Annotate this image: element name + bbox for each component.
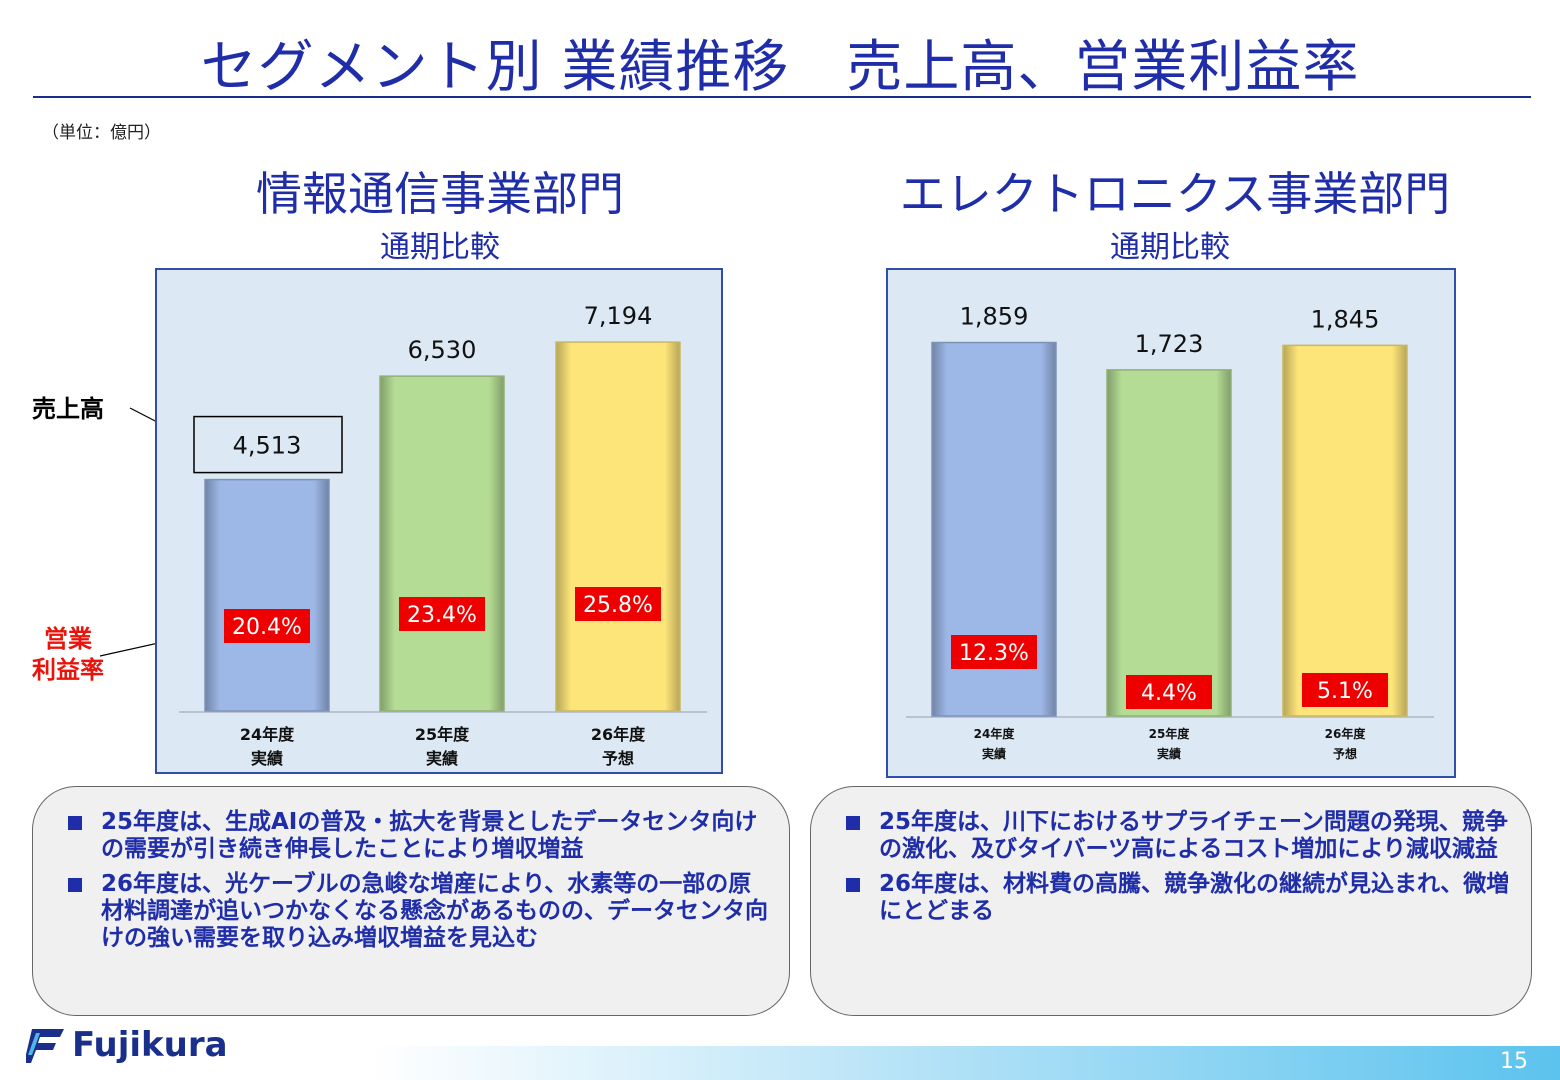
left-bar-1	[204, 478, 330, 712]
right-value-label-1: 1,859	[960, 303, 1029, 331]
right-segment-subtitle: 通期比較	[1110, 230, 1230, 265]
left-value-label-2: 6,530	[408, 336, 477, 364]
margin-annotation-line2: 利益率	[32, 656, 104, 684]
left-value-box-1	[193, 415, 343, 474]
right-category-label-2-1: 25年度	[1149, 726, 1191, 741]
right-category-label-2-2: 実績	[1157, 746, 1181, 761]
left-category-label-3-1: 26年度	[591, 725, 646, 744]
left-segment-title: 情報通信事業部門	[256, 167, 624, 221]
left-category-label-2-2: 実績	[426, 749, 458, 768]
left-note-2: 26年度は、光ケーブルの急峻な増産により、水素等の一部の原材料調達が追いつかなく…	[65, 871, 769, 952]
left-chart-panel: 4,513 20.4% 24年度実績 6,530 23.4% 25年度実績 7,194 25.…	[155, 268, 723, 774]
left-notes-box: 25年度は、生成AIの普及・拡大を背景としたデータセンタ向けの需要が引き続き伸長…	[32, 786, 790, 1016]
footer-band	[370, 1046, 1560, 1080]
right-category-label-1-2: 実績	[982, 746, 1006, 761]
right-bar-3	[1282, 344, 1408, 717]
fujikura-logo-icon	[26, 1029, 64, 1063]
right-segment-title: エレクトロニクス事業部門	[899, 167, 1451, 221]
right-category-label-3-2: 予想	[1333, 746, 1357, 761]
right-chart-panel: 1,859 12.3% 24年度実績 1,723 4.4% 25年度実績 1,845 5.1%…	[886, 268, 1456, 778]
left-category-label-1-1: 24年度	[240, 725, 295, 744]
left-value-label-3: 7,194	[584, 302, 653, 330]
right-margin-badge-1	[951, 635, 1037, 669]
right-category-label-1-1: 24年度	[974, 726, 1016, 741]
left-note-1: 25年度は、生成AIの普及・拡大を背景としたデータセンタ向けの需要が引き続き伸長…	[65, 809, 769, 863]
right-notes-box: 25年度は、川下におけるサプライチェーン問題の発現、競争の激化、及びタイバーツ高…	[810, 786, 1532, 1016]
left-bar-3	[555, 341, 681, 712]
right-category-label-3-1: 26年度	[1325, 726, 1367, 741]
right-value-label-2: 1,723	[1135, 330, 1204, 358]
left-category-label-2-1: 25年度	[415, 725, 470, 744]
sales-annotation-label: 売上高	[32, 395, 104, 423]
right-margin-badge-2	[1126, 675, 1212, 709]
left-margin-badge-3	[575, 587, 661, 621]
right-bar-2	[1106, 369, 1232, 717]
page-title: セグメント別 業績推移 売上高、営業利益率	[200, 35, 1360, 100]
right-value-label-3: 1,845	[1311, 305, 1380, 333]
left-margin-badge-2	[399, 597, 485, 631]
unit-label: （単位：億円）	[42, 123, 161, 143]
left-margin-label-2: 23.4%	[407, 603, 477, 628]
fujikura-logo-text: Fujikura	[72, 1025, 228, 1065]
left-margin-label-3: 25.8%	[583, 593, 653, 618]
page-number: 15	[1500, 1049, 1528, 1074]
title-divider	[33, 96, 1531, 98]
right-margin-label-3: 5.1%	[1317, 679, 1373, 704]
right-margin-badge-3	[1302, 673, 1388, 707]
left-margin-badge-1	[224, 609, 310, 643]
right-note-2: 26年度は、材料費の高騰、競争激化の継続が見込まれ、微増にとどまる	[843, 871, 1513, 925]
left-category-label-3-2: 予想	[602, 749, 634, 768]
margin-annotation-label: 営業 利益率	[22, 624, 114, 686]
left-category-label-1-2: 実績	[251, 749, 283, 768]
right-note-1: 25年度は、川下におけるサプライチェーン問題の発現、競争の激化、及びタイバーツ高…	[843, 809, 1513, 863]
left-segment-subtitle: 通期比較	[380, 230, 500, 265]
left-bar-2	[379, 375, 505, 712]
fujikura-logo: Fujikura	[26, 1022, 228, 1068]
right-margin-label-1: 12.3%	[959, 641, 1029, 666]
margin-annotation-line1: 営業	[44, 625, 92, 653]
right-margin-label-2: 4.4%	[1141, 681, 1197, 706]
left-margin-label-1: 20.4%	[232, 615, 302, 640]
left-value-label-1: 4,513	[233, 432, 302, 460]
